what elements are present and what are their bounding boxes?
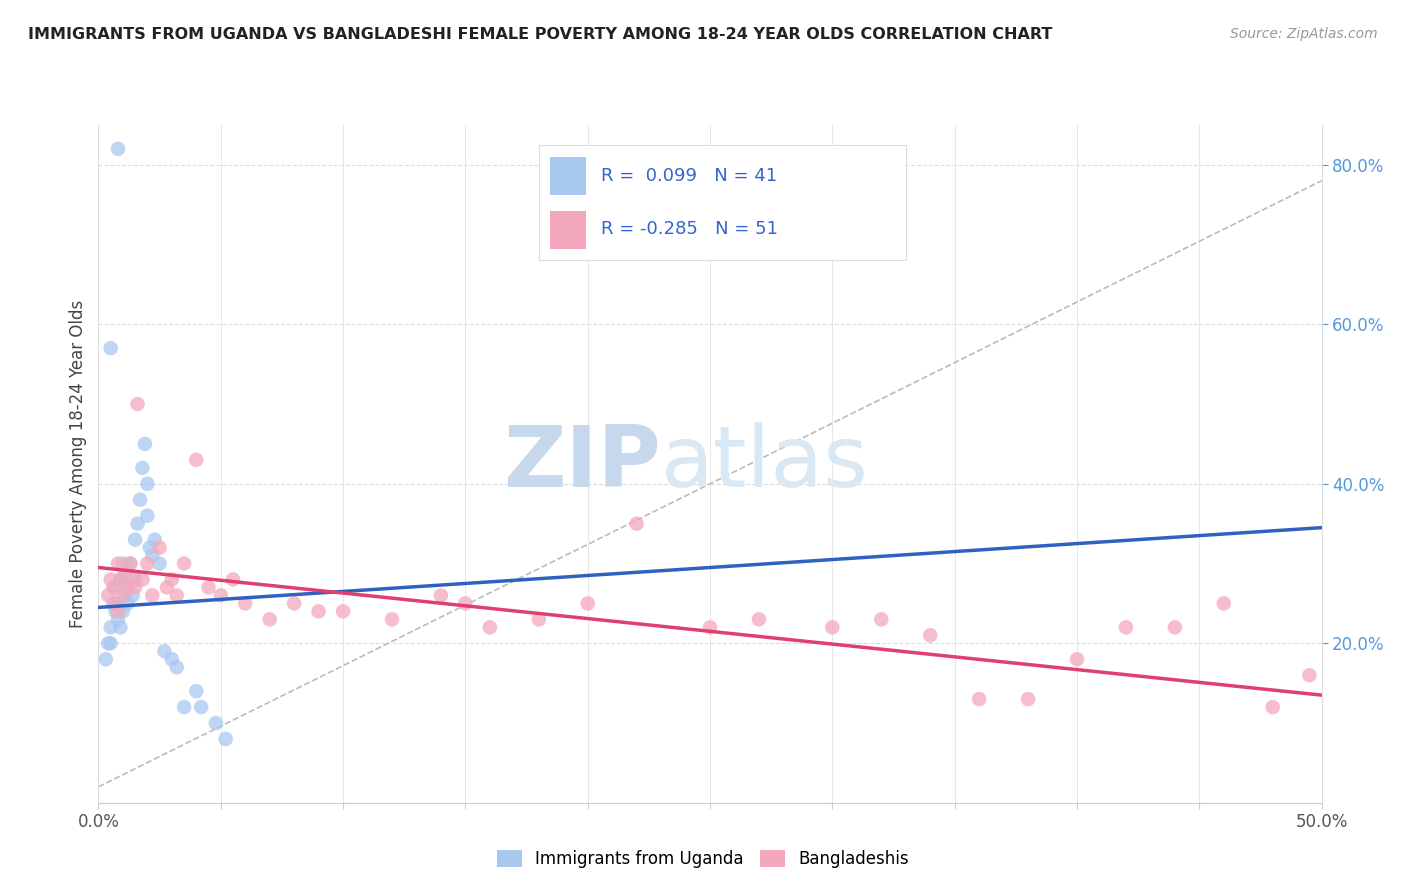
Point — [110, 620, 132, 634]
Point — [149, 541, 172, 555]
Point — [104, 581, 127, 595]
Point — [576, 596, 599, 610]
Point — [120, 557, 142, 571]
Point — [332, 604, 354, 618]
Point — [1115, 620, 1137, 634]
Point — [222, 573, 245, 587]
Point — [197, 581, 219, 595]
Point — [527, 612, 550, 626]
Point — [149, 557, 172, 571]
Point — [156, 581, 179, 595]
Point — [100, 341, 122, 355]
Point — [626, 516, 648, 531]
Point — [186, 684, 208, 698]
Point — [136, 508, 159, 523]
Point — [124, 533, 146, 547]
Point — [283, 596, 305, 610]
Point — [117, 581, 139, 595]
Point — [121, 573, 143, 587]
Point — [111, 604, 134, 618]
Point — [131, 460, 153, 475]
Text: IMMIGRANTS FROM UGANDA VS BANGLADESHI FEMALE POVERTY AMONG 18-24 YEAR OLDS CORRE: IMMIGRANTS FROM UGANDA VS BANGLADESHI FE… — [28, 27, 1053, 42]
Point — [160, 573, 183, 587]
Legend: Immigrants from Uganda, Bangladeshis: Immigrants from Uganda, Bangladeshis — [491, 843, 915, 875]
Point — [131, 573, 153, 587]
Point — [209, 589, 232, 603]
Point — [110, 573, 132, 587]
Point — [100, 573, 122, 587]
Point — [139, 541, 162, 555]
Point — [136, 476, 159, 491]
Point — [1212, 596, 1234, 610]
Point — [259, 612, 281, 626]
Point — [121, 589, 143, 603]
Text: ZIP: ZIP — [503, 422, 661, 506]
Point — [381, 612, 404, 626]
Point — [748, 612, 770, 626]
Point — [124, 573, 146, 587]
Point — [166, 660, 188, 674]
Point — [107, 142, 129, 156]
Point — [97, 589, 120, 603]
Point — [114, 565, 136, 579]
Point — [699, 620, 721, 634]
Point — [97, 636, 120, 650]
Point — [173, 557, 195, 571]
Point — [136, 557, 159, 571]
Point — [160, 652, 183, 666]
Point — [308, 604, 330, 618]
Point — [107, 596, 129, 610]
Point — [111, 589, 134, 603]
Point — [110, 573, 132, 587]
Point — [100, 620, 122, 634]
Point — [870, 612, 893, 626]
Point — [104, 604, 127, 618]
Point — [166, 589, 188, 603]
Point — [117, 596, 139, 610]
Text: Source: ZipAtlas.com: Source: ZipAtlas.com — [1230, 27, 1378, 41]
Point — [124, 581, 146, 595]
Point — [186, 453, 208, 467]
Point — [127, 397, 149, 411]
Point — [100, 636, 122, 650]
Point — [114, 589, 136, 603]
Point — [454, 596, 477, 610]
Point — [214, 731, 236, 746]
Point — [233, 596, 256, 610]
Point — [143, 533, 166, 547]
Point — [478, 620, 501, 634]
Point — [1066, 652, 1088, 666]
Point — [107, 557, 129, 571]
Point — [117, 581, 139, 595]
Point — [153, 644, 176, 658]
Point — [821, 620, 844, 634]
Point — [111, 557, 134, 571]
Point — [205, 716, 228, 731]
Point — [127, 516, 149, 531]
Point — [94, 652, 117, 666]
Point — [101, 596, 124, 610]
Point — [129, 492, 152, 507]
Point — [141, 589, 163, 603]
Text: atlas: atlas — [661, 422, 869, 506]
Point — [173, 700, 195, 714]
Point — [1261, 700, 1284, 714]
Point — [134, 437, 156, 451]
Point — [1164, 620, 1187, 634]
Point — [120, 557, 142, 571]
Point — [101, 581, 124, 595]
Point — [920, 628, 942, 642]
Point — [141, 549, 163, 563]
Point — [114, 573, 136, 587]
Point — [104, 596, 127, 610]
Point — [967, 692, 990, 706]
Point — [1298, 668, 1320, 682]
Point — [190, 700, 212, 714]
Point — [107, 604, 129, 618]
Point — [1017, 692, 1039, 706]
Point — [107, 612, 129, 626]
Y-axis label: Female Poverty Among 18-24 Year Olds: Female Poverty Among 18-24 Year Olds — [69, 300, 87, 628]
Point — [430, 589, 453, 603]
